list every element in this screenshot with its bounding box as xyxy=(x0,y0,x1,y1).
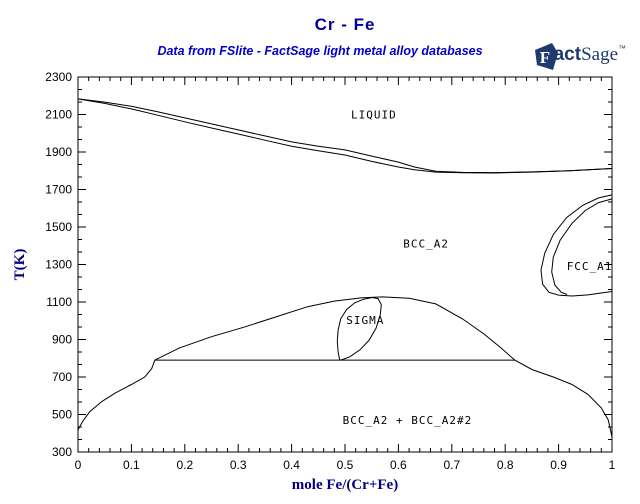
y-tick-label: 2100 xyxy=(45,108,72,122)
y-tick-label: 1500 xyxy=(45,220,72,234)
factsage-logo-letter: F xyxy=(539,48,549,67)
y-tick-label: 1300 xyxy=(45,258,72,272)
phase-label-fcc-a1: FCC_A1 xyxy=(567,260,613,273)
x-tick-label: 0.2 xyxy=(176,458,193,472)
factsage-logo-fact: act xyxy=(553,44,582,65)
curve-bcc_miscibility_gap xyxy=(77,296,613,438)
y-tick-label: 300 xyxy=(52,445,72,459)
factsage-logo-sage: Sage xyxy=(581,44,618,65)
curve-fcc_gamma_loop_outer xyxy=(540,194,613,297)
y-tick-label: 1900 xyxy=(45,145,72,159)
x-tick-label: 0.1 xyxy=(123,458,140,472)
curve-fcc_gamma_loop_inner xyxy=(551,198,613,295)
x-tick-label: 0.9 xyxy=(550,458,567,472)
phase-label-bcc-a2-bcc-a2-2: BCC_A2 + BCC_A2#2 xyxy=(343,414,473,427)
x-tick-label: 0.8 xyxy=(497,458,514,472)
y-axis-title: T(K) xyxy=(12,249,28,281)
curve-solidus xyxy=(77,98,613,174)
y-tick-label: 2300 xyxy=(45,70,72,84)
phase-label-bcc-a2: BCC_A2 xyxy=(403,238,449,251)
x-axis-title: mole Fe/(Cr+Fe) xyxy=(292,477,398,493)
x-tick-label: 0 xyxy=(75,458,82,472)
x-tick-label: 0.6 xyxy=(390,458,407,472)
factsage-logo-shape xyxy=(534,43,558,70)
phase-label-sigma: SIGMA xyxy=(346,314,384,327)
y-tick-label: 1100 xyxy=(46,295,72,309)
factsage-logo-icon: F xyxy=(534,43,558,70)
page-title: Cr - Fe xyxy=(314,15,376,34)
curve-liquidus xyxy=(77,98,613,174)
x-tick-label: 1 xyxy=(609,458,616,472)
x-tick-label: 0.4 xyxy=(283,458,300,472)
curve-sigma_loop xyxy=(336,296,382,361)
y-tick-label: 700 xyxy=(52,370,72,384)
plot-frame xyxy=(77,76,613,453)
y-tick-label: 900 xyxy=(52,333,72,347)
phase-label-liquid: LIQUID xyxy=(351,109,397,122)
x-tick-label: 0.5 xyxy=(337,458,354,472)
x-tick-label: 0.3 xyxy=(230,458,247,472)
factsage-logo-trademark: ™ xyxy=(618,44,626,53)
y-tick-label: 1700 xyxy=(45,183,72,197)
y-tick-label: 500 xyxy=(52,408,72,422)
page-subtitle: Data from FSlite - FactSage light metal … xyxy=(157,44,483,58)
x-tick-label: 0.7 xyxy=(443,458,460,472)
factsage-logo: F act Sage ™ xyxy=(532,41,626,73)
